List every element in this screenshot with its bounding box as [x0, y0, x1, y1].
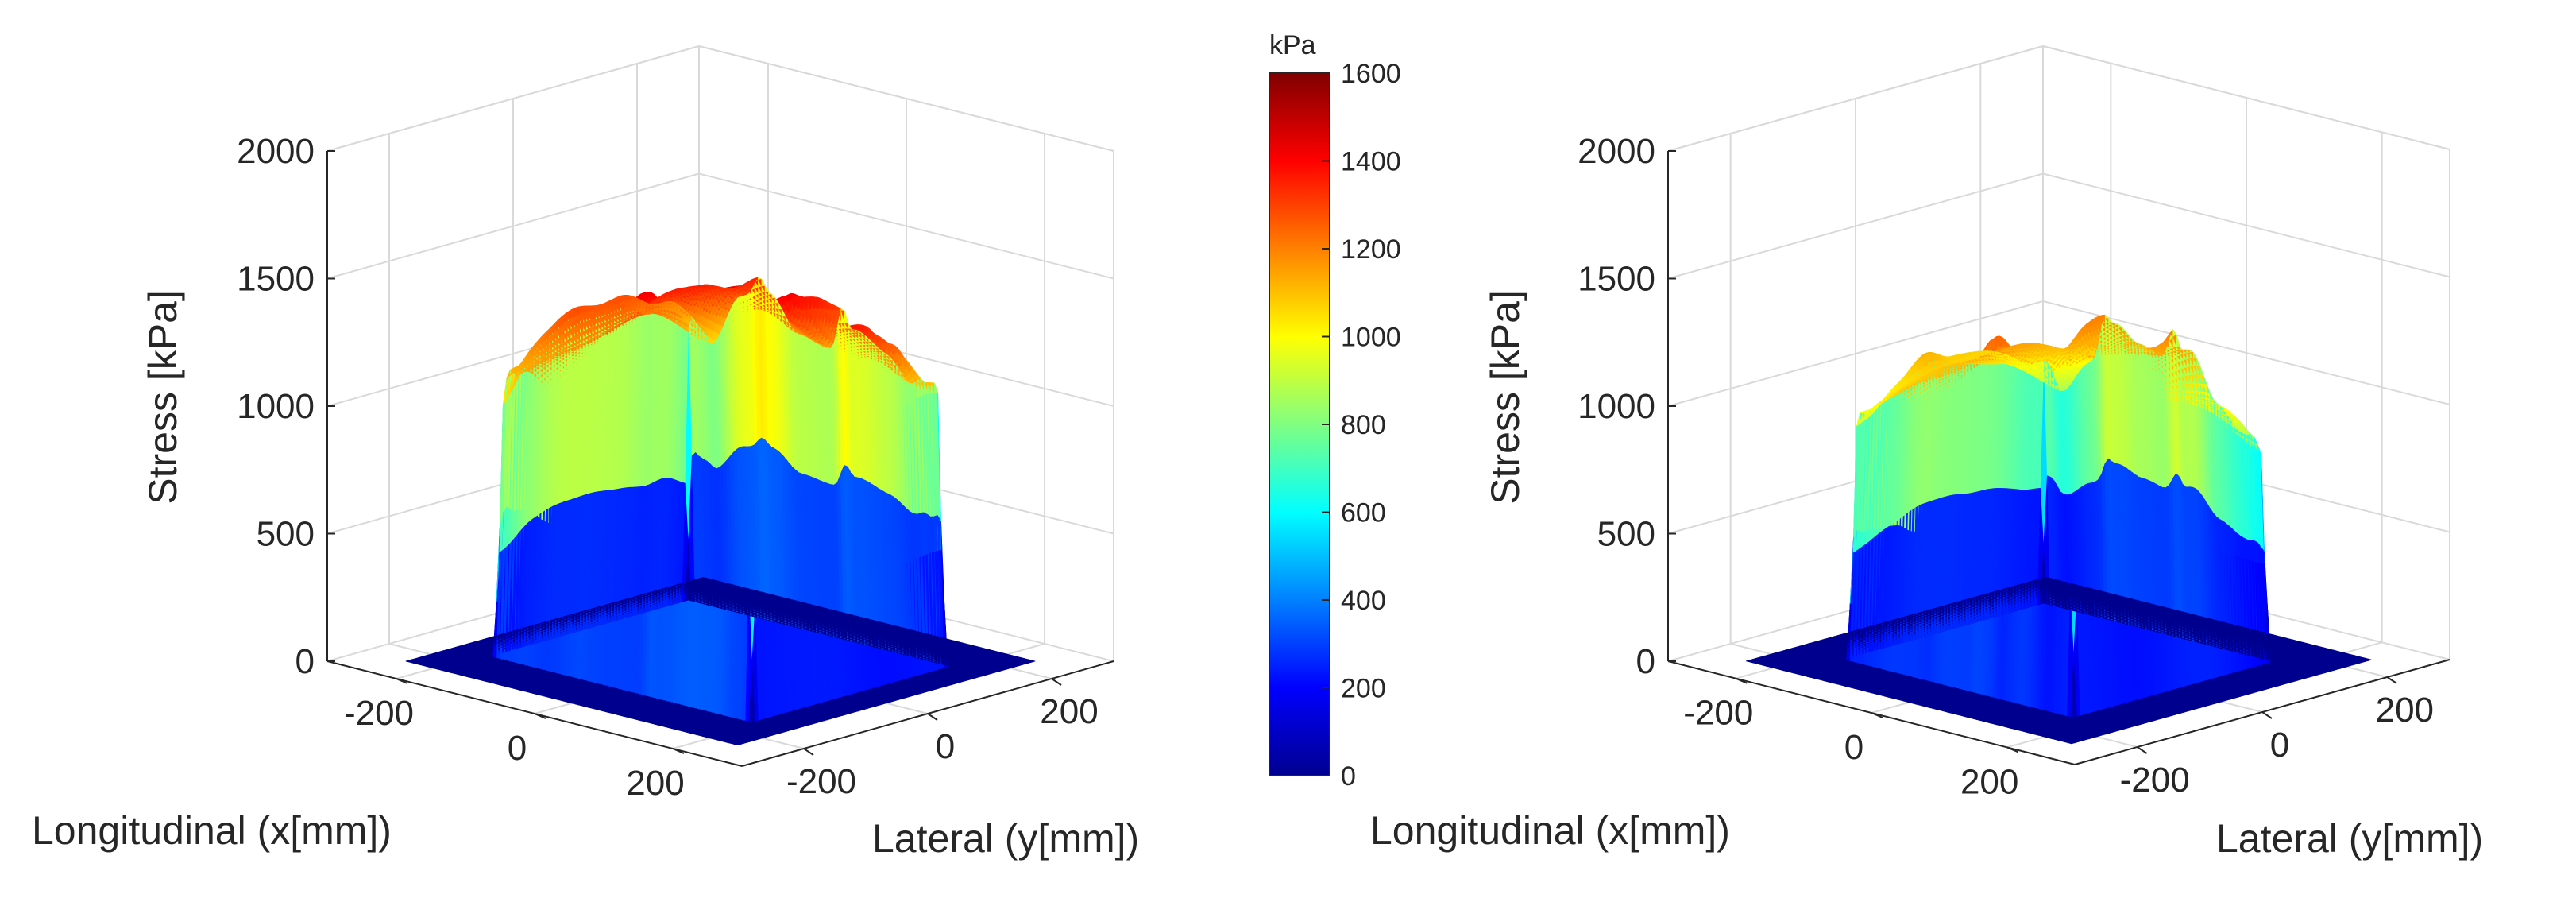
- stress-surface-left: [405, 277, 1036, 745]
- grid-edge: [326, 45, 700, 152]
- grid-edge: [698, 45, 1114, 152]
